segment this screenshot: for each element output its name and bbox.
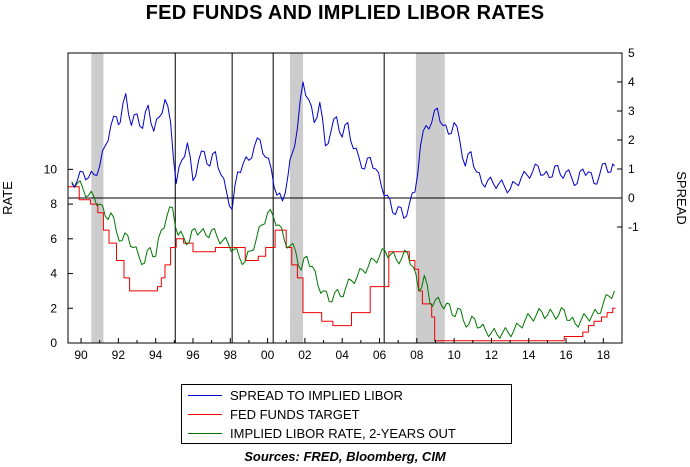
x-tick-label: 16 bbox=[559, 348, 573, 362]
left-tick-label: 0 bbox=[50, 336, 57, 350]
left-tick-label: 8 bbox=[50, 197, 57, 211]
x-tick-label: 96 bbox=[186, 348, 200, 362]
legend-item-spread: SPREAD TO IMPLIED LIBOR bbox=[188, 386, 403, 404]
x-tick-label: 94 bbox=[149, 348, 163, 362]
legend-label-spread: SPREAD TO IMPLIED LIBOR bbox=[230, 387, 403, 403]
x-tick-label: 10 bbox=[447, 348, 461, 362]
x-tick-label: 90 bbox=[74, 348, 88, 362]
legend-swatch-implied-libor bbox=[188, 432, 222, 434]
x-tick-label: 04 bbox=[336, 348, 350, 362]
x-tick-label: 98 bbox=[224, 348, 238, 362]
x-tick-label: 00 bbox=[261, 348, 275, 362]
legend-item-implied-libor: IMPLIED LIBOR RATE, 2-YEARS OUT bbox=[188, 424, 456, 442]
legend-item-fed-funds: FED FUNDS TARGET bbox=[188, 405, 360, 423]
x-tick-label: 06 bbox=[373, 348, 387, 362]
right-tick-label: 5 bbox=[628, 46, 635, 60]
x-tick-label: 12 bbox=[485, 348, 499, 362]
legend: SPREAD TO IMPLIED LIBOR FED FUNDS TARGET… bbox=[181, 384, 512, 444]
chart-title: FED FUNDS AND IMPLIED LIBOR RATES bbox=[145, 2, 545, 24]
right-axis-label: SPREAD bbox=[674, 171, 689, 224]
right-tick-label: 2 bbox=[628, 133, 635, 147]
x-tick-label: 02 bbox=[298, 348, 312, 362]
series-layer bbox=[68, 81, 616, 342]
right-tick-label: 4 bbox=[628, 75, 635, 89]
left-axis-label: RATE bbox=[0, 181, 15, 215]
left-tick-label: 10 bbox=[44, 162, 58, 176]
right-tick-label: -1 bbox=[628, 220, 639, 234]
x-tick-label: 18 bbox=[597, 348, 611, 362]
x-tick-label: 14 bbox=[522, 348, 536, 362]
chart-source: Sources: FRED, Bloomberg, CIM bbox=[244, 449, 446, 464]
legend-swatch-fed-funds bbox=[188, 413, 222, 415]
series-spread-line bbox=[71, 81, 615, 219]
x-tick-label: 08 bbox=[410, 348, 424, 362]
left-tick-label: 2 bbox=[50, 301, 57, 315]
series-implied-libor-line bbox=[71, 180, 615, 339]
legend-label-fed-funds: FED FUNDS TARGET bbox=[230, 406, 360, 422]
right-tick-label: 1 bbox=[628, 162, 635, 176]
left-tick-label: 6 bbox=[50, 232, 57, 246]
series-fed-funds-line bbox=[68, 186, 616, 342]
right-axis-ticks: -1 0 1 2 3 4 5 bbox=[617, 46, 639, 234]
right-tick-label: 0 bbox=[628, 191, 635, 205]
x-tick-label: 92 bbox=[112, 348, 126, 362]
legend-label-implied-libor: IMPLIED LIBOR RATE, 2-YEARS OUT bbox=[230, 425, 456, 441]
left-axis-ticks: 0 2 4 6 8 10 bbox=[44, 162, 73, 350]
left-tick-label: 4 bbox=[50, 267, 57, 281]
right-tick-label: 3 bbox=[628, 104, 635, 118]
legend-swatch-spread bbox=[188, 394, 222, 396]
x-axis-ticks: 90 92 94 96 98 00 02 04 06 08 10 12 14 16 18 bbox=[74, 338, 610, 362]
